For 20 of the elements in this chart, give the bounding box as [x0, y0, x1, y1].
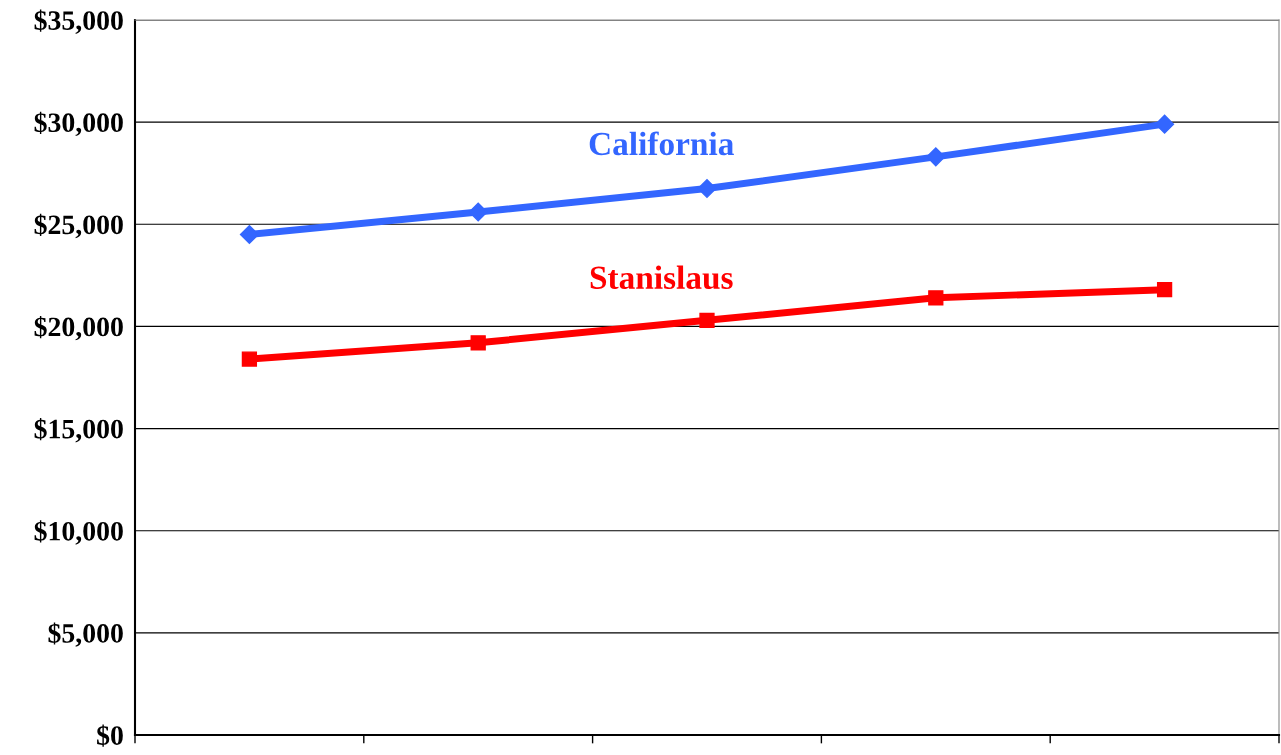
point	[241, 351, 258, 367]
point	[697, 179, 717, 199]
point	[928, 290, 944, 306]
point	[239, 224, 259, 245]
series-label: California	[589, 131, 734, 156]
y-tick-label: $30,000	[34, 111, 123, 137]
y-tick-label: $0	[97, 724, 123, 747]
y-tick-label: $20,000	[34, 315, 123, 341]
y-tick-label: $10,000	[34, 520, 123, 545]
point	[468, 202, 488, 222]
y-tick-label: $15,000	[34, 418, 123, 443]
point	[699, 312, 715, 328]
y-tick-label: $35,000	[34, 9, 123, 34]
series-label: Stanislaus	[590, 265, 733, 290]
y-tick-label: $5,000	[48, 622, 123, 647]
point	[926, 147, 946, 167]
point	[1155, 114, 1175, 134]
point	[470, 335, 486, 351]
y-tick-label: $25,000	[34, 213, 123, 239]
point	[1156, 282, 1173, 298]
